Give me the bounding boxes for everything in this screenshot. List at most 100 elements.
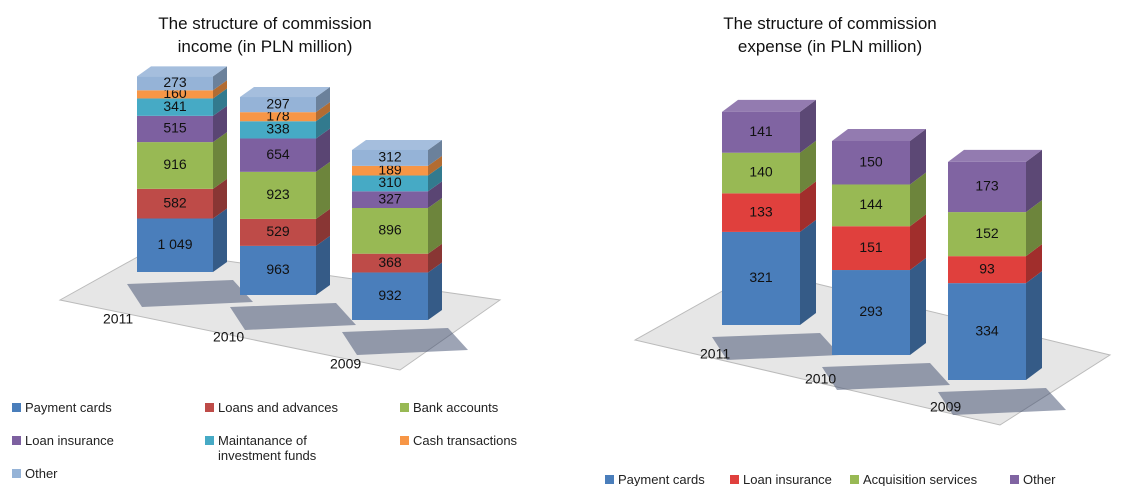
bar-segment xyxy=(137,218,213,272)
legend-item: Other xyxy=(1010,472,1056,486)
data-label: 144 xyxy=(859,196,883,212)
category-label: 2009 xyxy=(330,356,361,372)
bar-shadow xyxy=(342,328,468,355)
bar-segment xyxy=(137,90,213,99)
bar-segment-top xyxy=(722,99,816,112)
bar-segment-side xyxy=(800,219,816,325)
bar-segment-side xyxy=(316,87,330,113)
bar-segment-side xyxy=(428,181,442,209)
legend-item: Acquisition services xyxy=(850,472,977,486)
data-label: 273 xyxy=(163,74,187,90)
legend-label: Maintanance of investment funds xyxy=(218,433,317,463)
data-label: 341 xyxy=(163,98,187,114)
bar-shadow xyxy=(230,303,356,330)
bar-segment-side xyxy=(428,139,442,166)
bar-segment xyxy=(722,231,800,325)
legend-label: Loan insurance xyxy=(25,433,114,448)
bar-segment-side xyxy=(910,128,926,185)
bar-segment xyxy=(352,175,428,192)
bar-segment xyxy=(137,188,213,219)
bar-segment xyxy=(722,152,800,194)
bar-segment-side xyxy=(800,99,816,153)
legend-item: Loans and advances xyxy=(205,400,338,415)
data-label: 338 xyxy=(266,121,290,137)
bar-segment-side xyxy=(910,258,926,355)
bar-segment-side xyxy=(428,262,442,320)
bar-segment xyxy=(352,165,428,176)
bar-segment xyxy=(832,226,910,271)
bar-segment-side xyxy=(316,161,330,219)
legend-swatch xyxy=(400,436,409,445)
legend-item: Loan insurance xyxy=(730,472,832,486)
bar-segment-side xyxy=(428,155,442,176)
data-label: 515 xyxy=(163,120,187,136)
bar-segment-side xyxy=(213,66,227,91)
bar-segment xyxy=(137,142,213,189)
data-label: 321 xyxy=(749,269,773,285)
data-label: 133 xyxy=(749,203,773,219)
bar-segment-top xyxy=(137,66,227,77)
bar-segment xyxy=(352,253,428,273)
legend-swatch xyxy=(12,469,21,478)
bar-segment-side xyxy=(213,132,227,189)
data-label: 312 xyxy=(378,149,402,165)
bar-segment-top xyxy=(240,87,330,98)
bar-shadow xyxy=(712,333,840,360)
data-label: 140 xyxy=(749,164,773,180)
legend-item: Bank accounts xyxy=(400,400,498,415)
bar-shadow xyxy=(822,363,950,390)
bar-segment xyxy=(137,98,213,116)
legend-item: Maintanance of investment funds xyxy=(205,433,343,463)
data-label: 932 xyxy=(378,287,402,303)
bar-segment-side xyxy=(428,165,442,192)
bar-shadow xyxy=(938,388,1066,415)
bar-segment xyxy=(352,149,428,166)
bar-segment xyxy=(240,121,316,139)
data-label: 582 xyxy=(163,194,187,210)
bar-segment xyxy=(832,184,910,227)
legend-label: Loan insurance xyxy=(743,472,832,486)
bar-segment-side xyxy=(1026,244,1042,284)
data-label: 293 xyxy=(859,303,883,319)
data-label: 93 xyxy=(979,260,995,276)
bar-segment-side xyxy=(1026,271,1042,380)
bar-segment-side xyxy=(316,235,330,295)
bar-segment-top xyxy=(352,139,442,150)
legend-item: Other xyxy=(12,466,58,481)
legend-swatch xyxy=(605,475,614,484)
legend-item: Loan insurance xyxy=(12,433,114,448)
bar-segment xyxy=(832,270,910,355)
bar-segment-side xyxy=(213,88,227,116)
bar-segment-side xyxy=(910,172,926,227)
bar-segment-side xyxy=(428,243,442,273)
data-label: 529 xyxy=(266,223,290,239)
legend-label: Cash transactions xyxy=(413,433,518,448)
category-label: 2009 xyxy=(930,399,961,415)
bar-segment xyxy=(352,272,428,320)
legend-label: Bank accounts xyxy=(413,400,499,415)
legend-label: Other xyxy=(1023,472,1056,486)
legend-swatch xyxy=(400,403,409,412)
bar-segment xyxy=(722,193,800,232)
bar-segment xyxy=(948,283,1026,380)
legend-label: Acquisition services xyxy=(863,472,978,486)
bar-segment-top xyxy=(948,149,1042,162)
bar-segment-side xyxy=(428,198,442,254)
bar-segment xyxy=(352,208,428,254)
bar-segment xyxy=(240,245,316,295)
legend-item: Payment cards xyxy=(12,400,112,415)
bar-segment-side xyxy=(1026,149,1042,213)
legend-item: Payment cards xyxy=(605,472,705,486)
bar-segment-side xyxy=(213,80,227,99)
data-label: 310 xyxy=(378,174,402,190)
bar-segment-side xyxy=(213,105,227,143)
bar-segment xyxy=(722,111,800,153)
bar-segment-side xyxy=(213,178,227,219)
legend-label: Payment cards xyxy=(25,400,112,415)
category-label: 2010 xyxy=(213,329,244,345)
data-label: 923 xyxy=(266,186,290,202)
category-label: 2011 xyxy=(103,311,133,327)
legend-label: Other xyxy=(25,466,58,481)
bar-segment xyxy=(352,191,428,209)
